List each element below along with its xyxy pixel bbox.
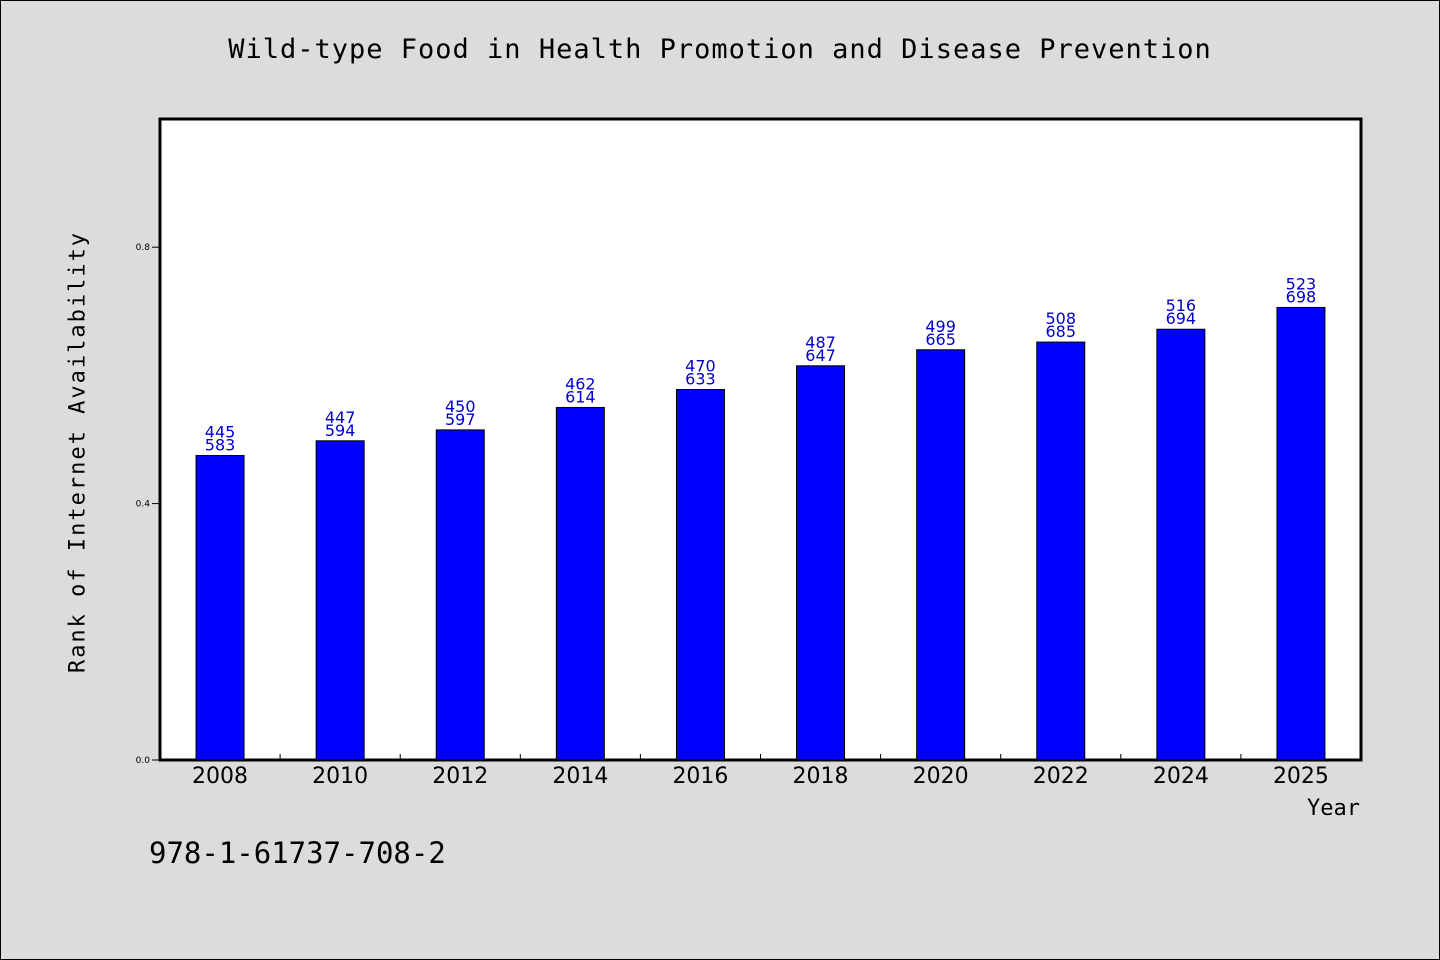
- x-tick-label: 2022: [1033, 764, 1089, 789]
- bar: [916, 349, 966, 761]
- x-tick-label: 2012: [432, 764, 488, 789]
- data-label-top: 445: [205, 423, 236, 442]
- x-tick-label: 2018: [793, 764, 849, 789]
- data-label-top: 487: [805, 333, 836, 352]
- x-tick-label: 2014: [552, 764, 608, 789]
- data-label-bottom: 685: [1045, 322, 1076, 341]
- bar: [1036, 341, 1086, 761]
- data-label-bottom: 594: [325, 421, 356, 440]
- x-tick-label: 2024: [1153, 764, 1209, 789]
- x-axis-label: Year: [1307, 796, 1360, 821]
- bar: [195, 455, 245, 761]
- data-label-bottom: 583: [205, 436, 236, 455]
- bar: [796, 365, 846, 761]
- isbn-text: 978-1-61737-708-2: [149, 836, 446, 870]
- data-label-top: 462: [565, 374, 596, 393]
- x-tick-label: 2008: [192, 764, 248, 789]
- y-tick-label: 0.0: [136, 756, 151, 766]
- data-label-bottom: 694: [1166, 309, 1197, 328]
- y-tick-label: 0.4: [136, 500, 151, 510]
- data-label-top: 470: [685, 357, 716, 376]
- x-tick-label: 2016: [672, 764, 728, 789]
- bar: [555, 406, 605, 761]
- chart-title: Wild-type Food in Health Promotion and D…: [228, 34, 1212, 65]
- bar: [435, 429, 485, 761]
- data-label-bottom: 614: [565, 387, 596, 406]
- data-label-bottom: 698: [1286, 287, 1317, 306]
- bar: [1156, 328, 1206, 761]
- x-tick-label: 2010: [312, 764, 368, 789]
- data-label-bottom: 665: [925, 330, 956, 349]
- x-tick-label: 2025: [1273, 764, 1329, 789]
- bar: [675, 389, 725, 761]
- data-label-top: 508: [1045, 309, 1076, 328]
- data-label-top: 447: [325, 408, 356, 427]
- data-label-bottom: 647: [805, 346, 836, 365]
- data-label-top: 523: [1286, 274, 1317, 293]
- data-label-bottom: 597: [445, 410, 476, 429]
- data-label-top: 499: [925, 317, 956, 336]
- bar: [315, 440, 365, 761]
- data-label-top: 450: [445, 397, 476, 416]
- x-tick-label: 2020: [913, 764, 969, 789]
- y-tick-label: 0.8: [136, 243, 151, 253]
- data-label-top: 516: [1166, 296, 1197, 315]
- bar: [1276, 306, 1326, 761]
- data-label-bottom: 633: [685, 370, 716, 389]
